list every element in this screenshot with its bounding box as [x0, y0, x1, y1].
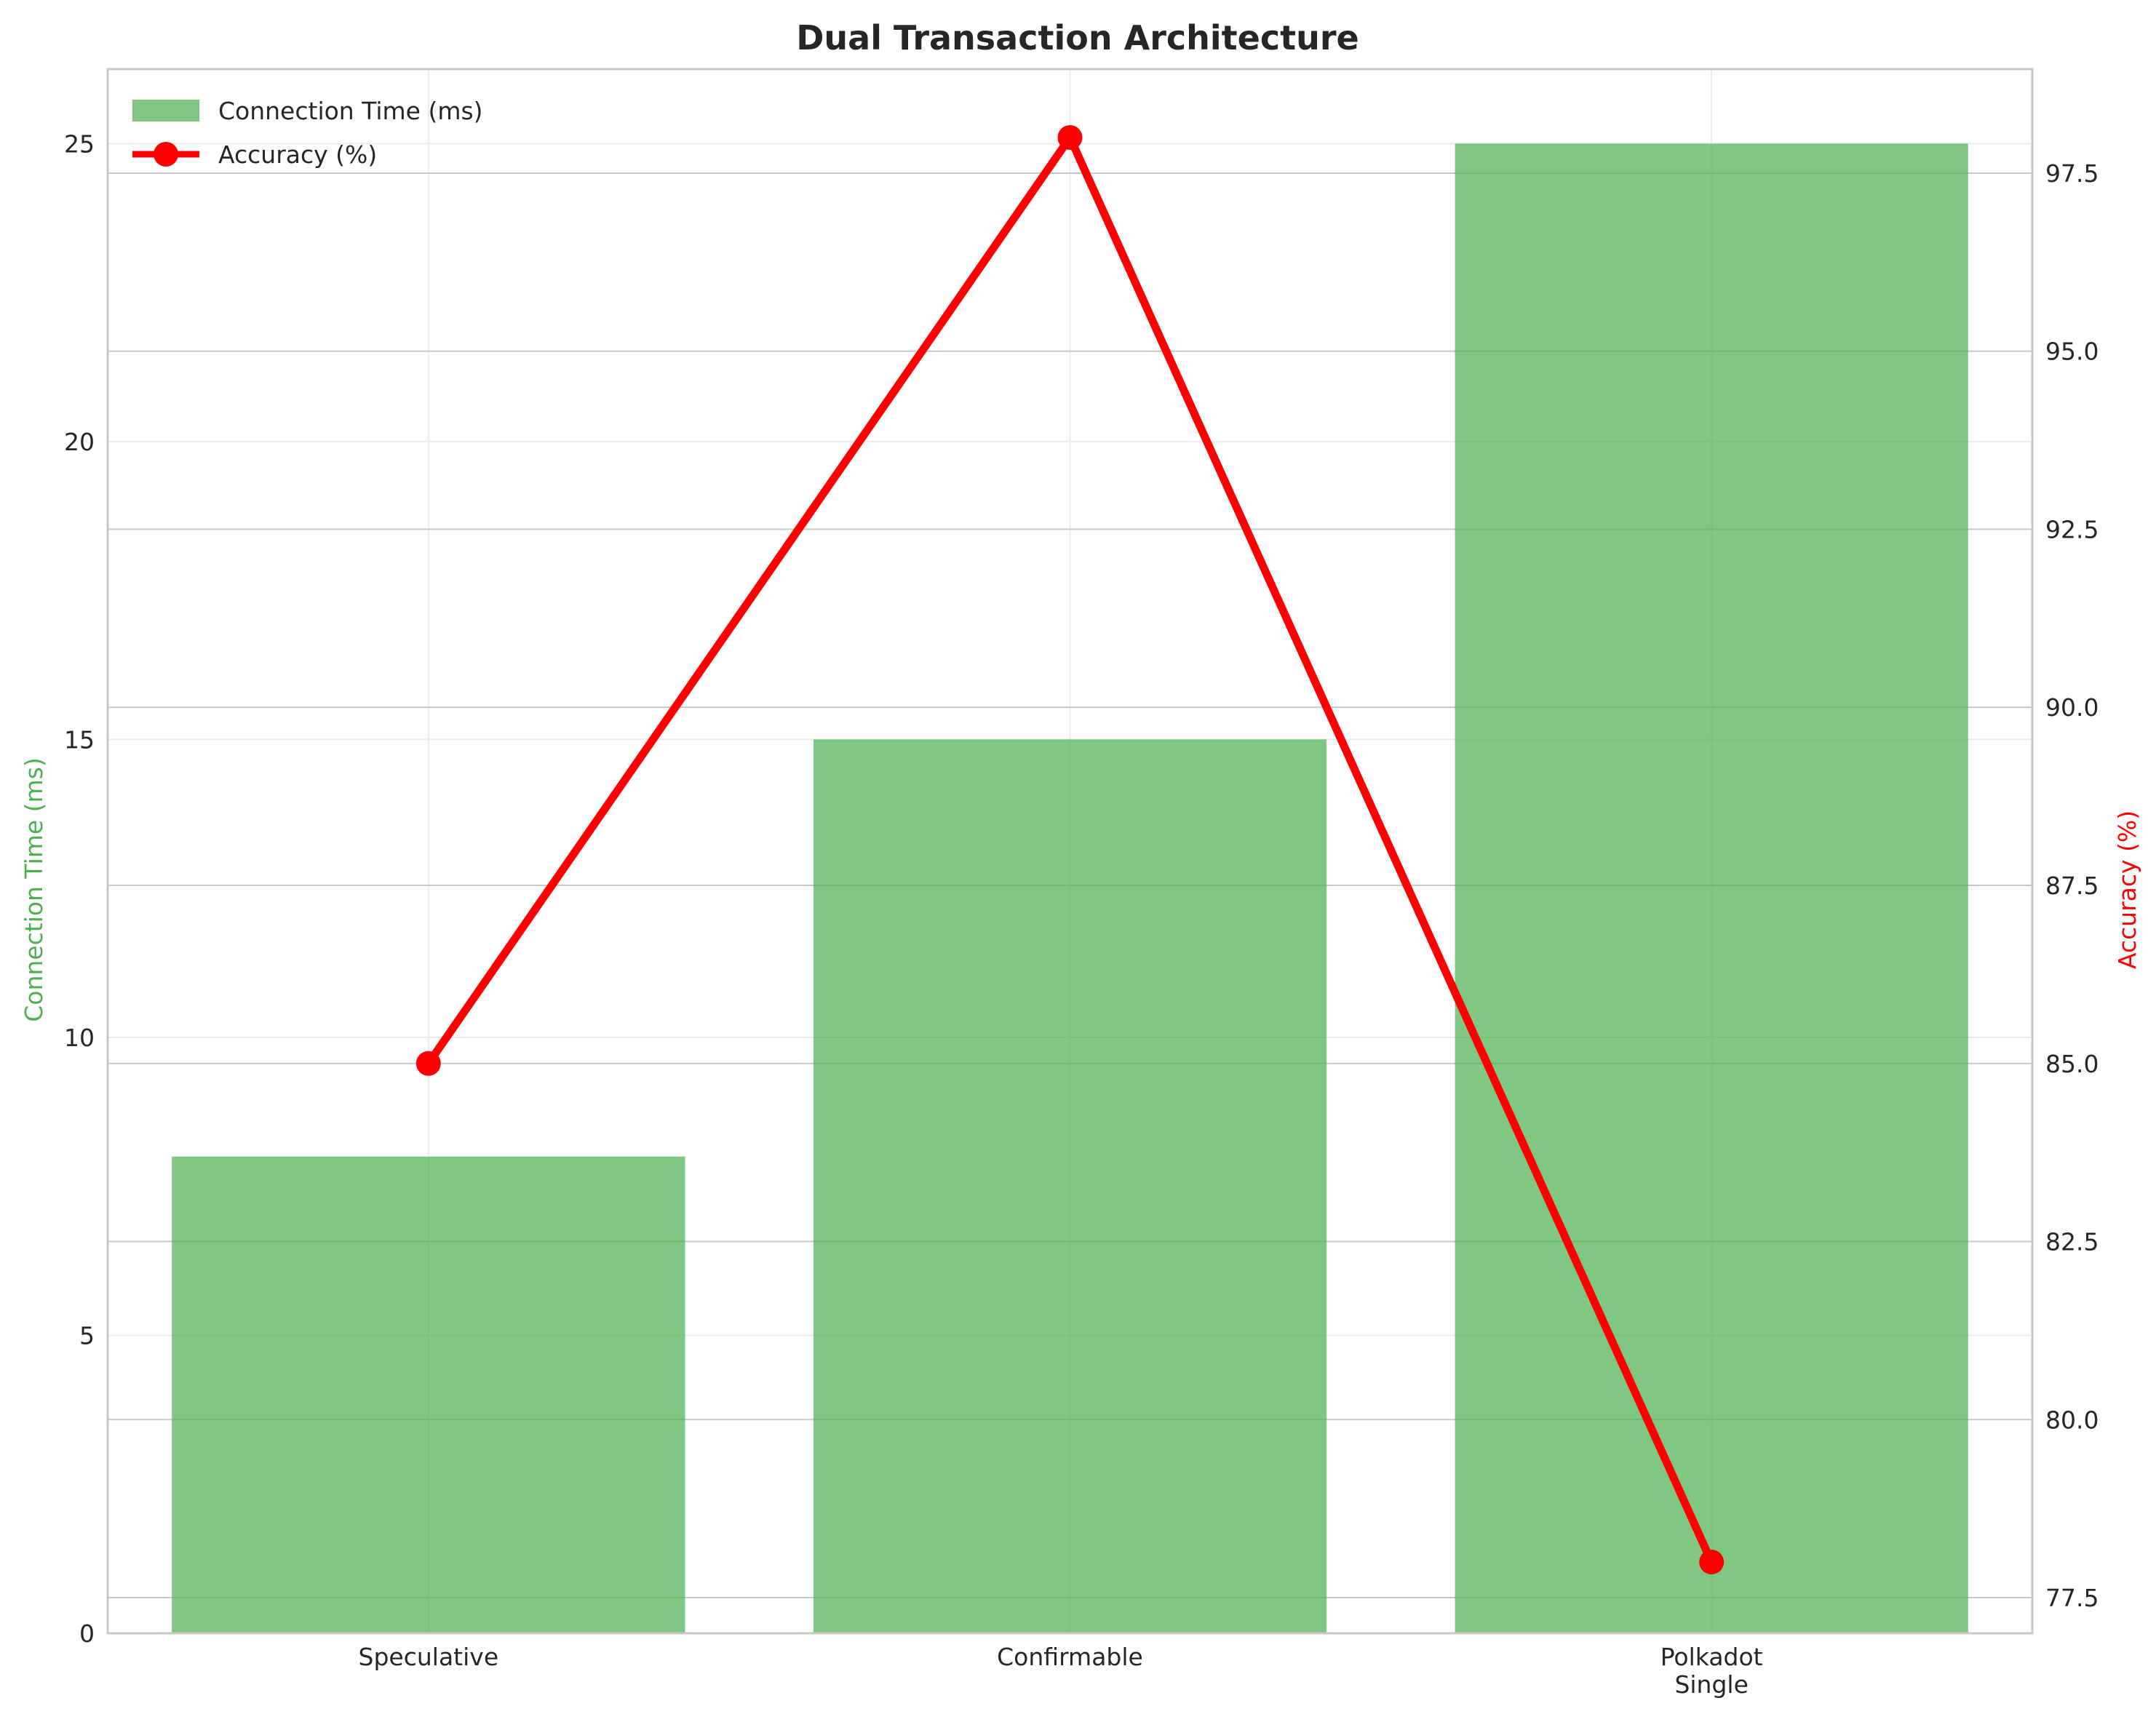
y-tick-label-right: 82.5 — [2045, 1228, 2099, 1256]
x-tick-label: Confirmable — [997, 1643, 1143, 1671]
y-tick-label-right: 87.5 — [2045, 872, 2099, 900]
y-tick-label-right: 95.0 — [2045, 338, 2099, 366]
legend-label-accuracy: Accuracy (%) — [218, 140, 377, 169]
x-tick-label: Speculative — [359, 1643, 499, 1671]
y-tick-label-right: 85.0 — [2045, 1050, 2099, 1078]
y-tick-label-left: 10 — [64, 1024, 95, 1052]
accuracy-point — [415, 1051, 441, 1076]
y-tick-label-left: 25 — [64, 129, 95, 158]
y-tick-label-right: 77.5 — [2045, 1584, 2099, 1612]
bar — [1455, 143, 1968, 1633]
bar — [172, 1156, 685, 1633]
y-tick-label-left: 20 — [64, 428, 95, 456]
chart-title: Dual Transaction Architecture — [796, 18, 1359, 57]
legend: Connection Time (ms) Accuracy (%) — [132, 97, 483, 169]
y-tick-label-right: 97.5 — [2045, 159, 2099, 188]
y-axis-label-left: Connection Time (ms) — [20, 757, 48, 1022]
y-axis-label-right: Accuracy (%) — [2113, 810, 2141, 969]
legend-label-connection-time: Connection Time (ms) — [218, 97, 483, 125]
legend-swatch-connection-time — [132, 100, 199, 121]
accuracy-point — [1057, 124, 1083, 150]
x-tick-label: Polkadot Single — [1660, 1643, 1763, 1699]
legend-marker-accuracy — [154, 142, 178, 167]
bar — [813, 739, 1327, 1633]
accuracy-point — [1699, 1550, 1725, 1575]
y-tick-label-right: 80.0 — [2045, 1406, 2099, 1434]
y-tick-label-left: 0 — [79, 1619, 95, 1648]
y-tick-label-right: 90.0 — [2045, 693, 2099, 722]
plot-frame — [106, 68, 2034, 1635]
y-tick-label-right: 92.5 — [2045, 515, 2099, 543]
y-tick-label-left: 5 — [79, 1321, 95, 1350]
y-tick-label-left: 15 — [64, 725, 95, 754]
